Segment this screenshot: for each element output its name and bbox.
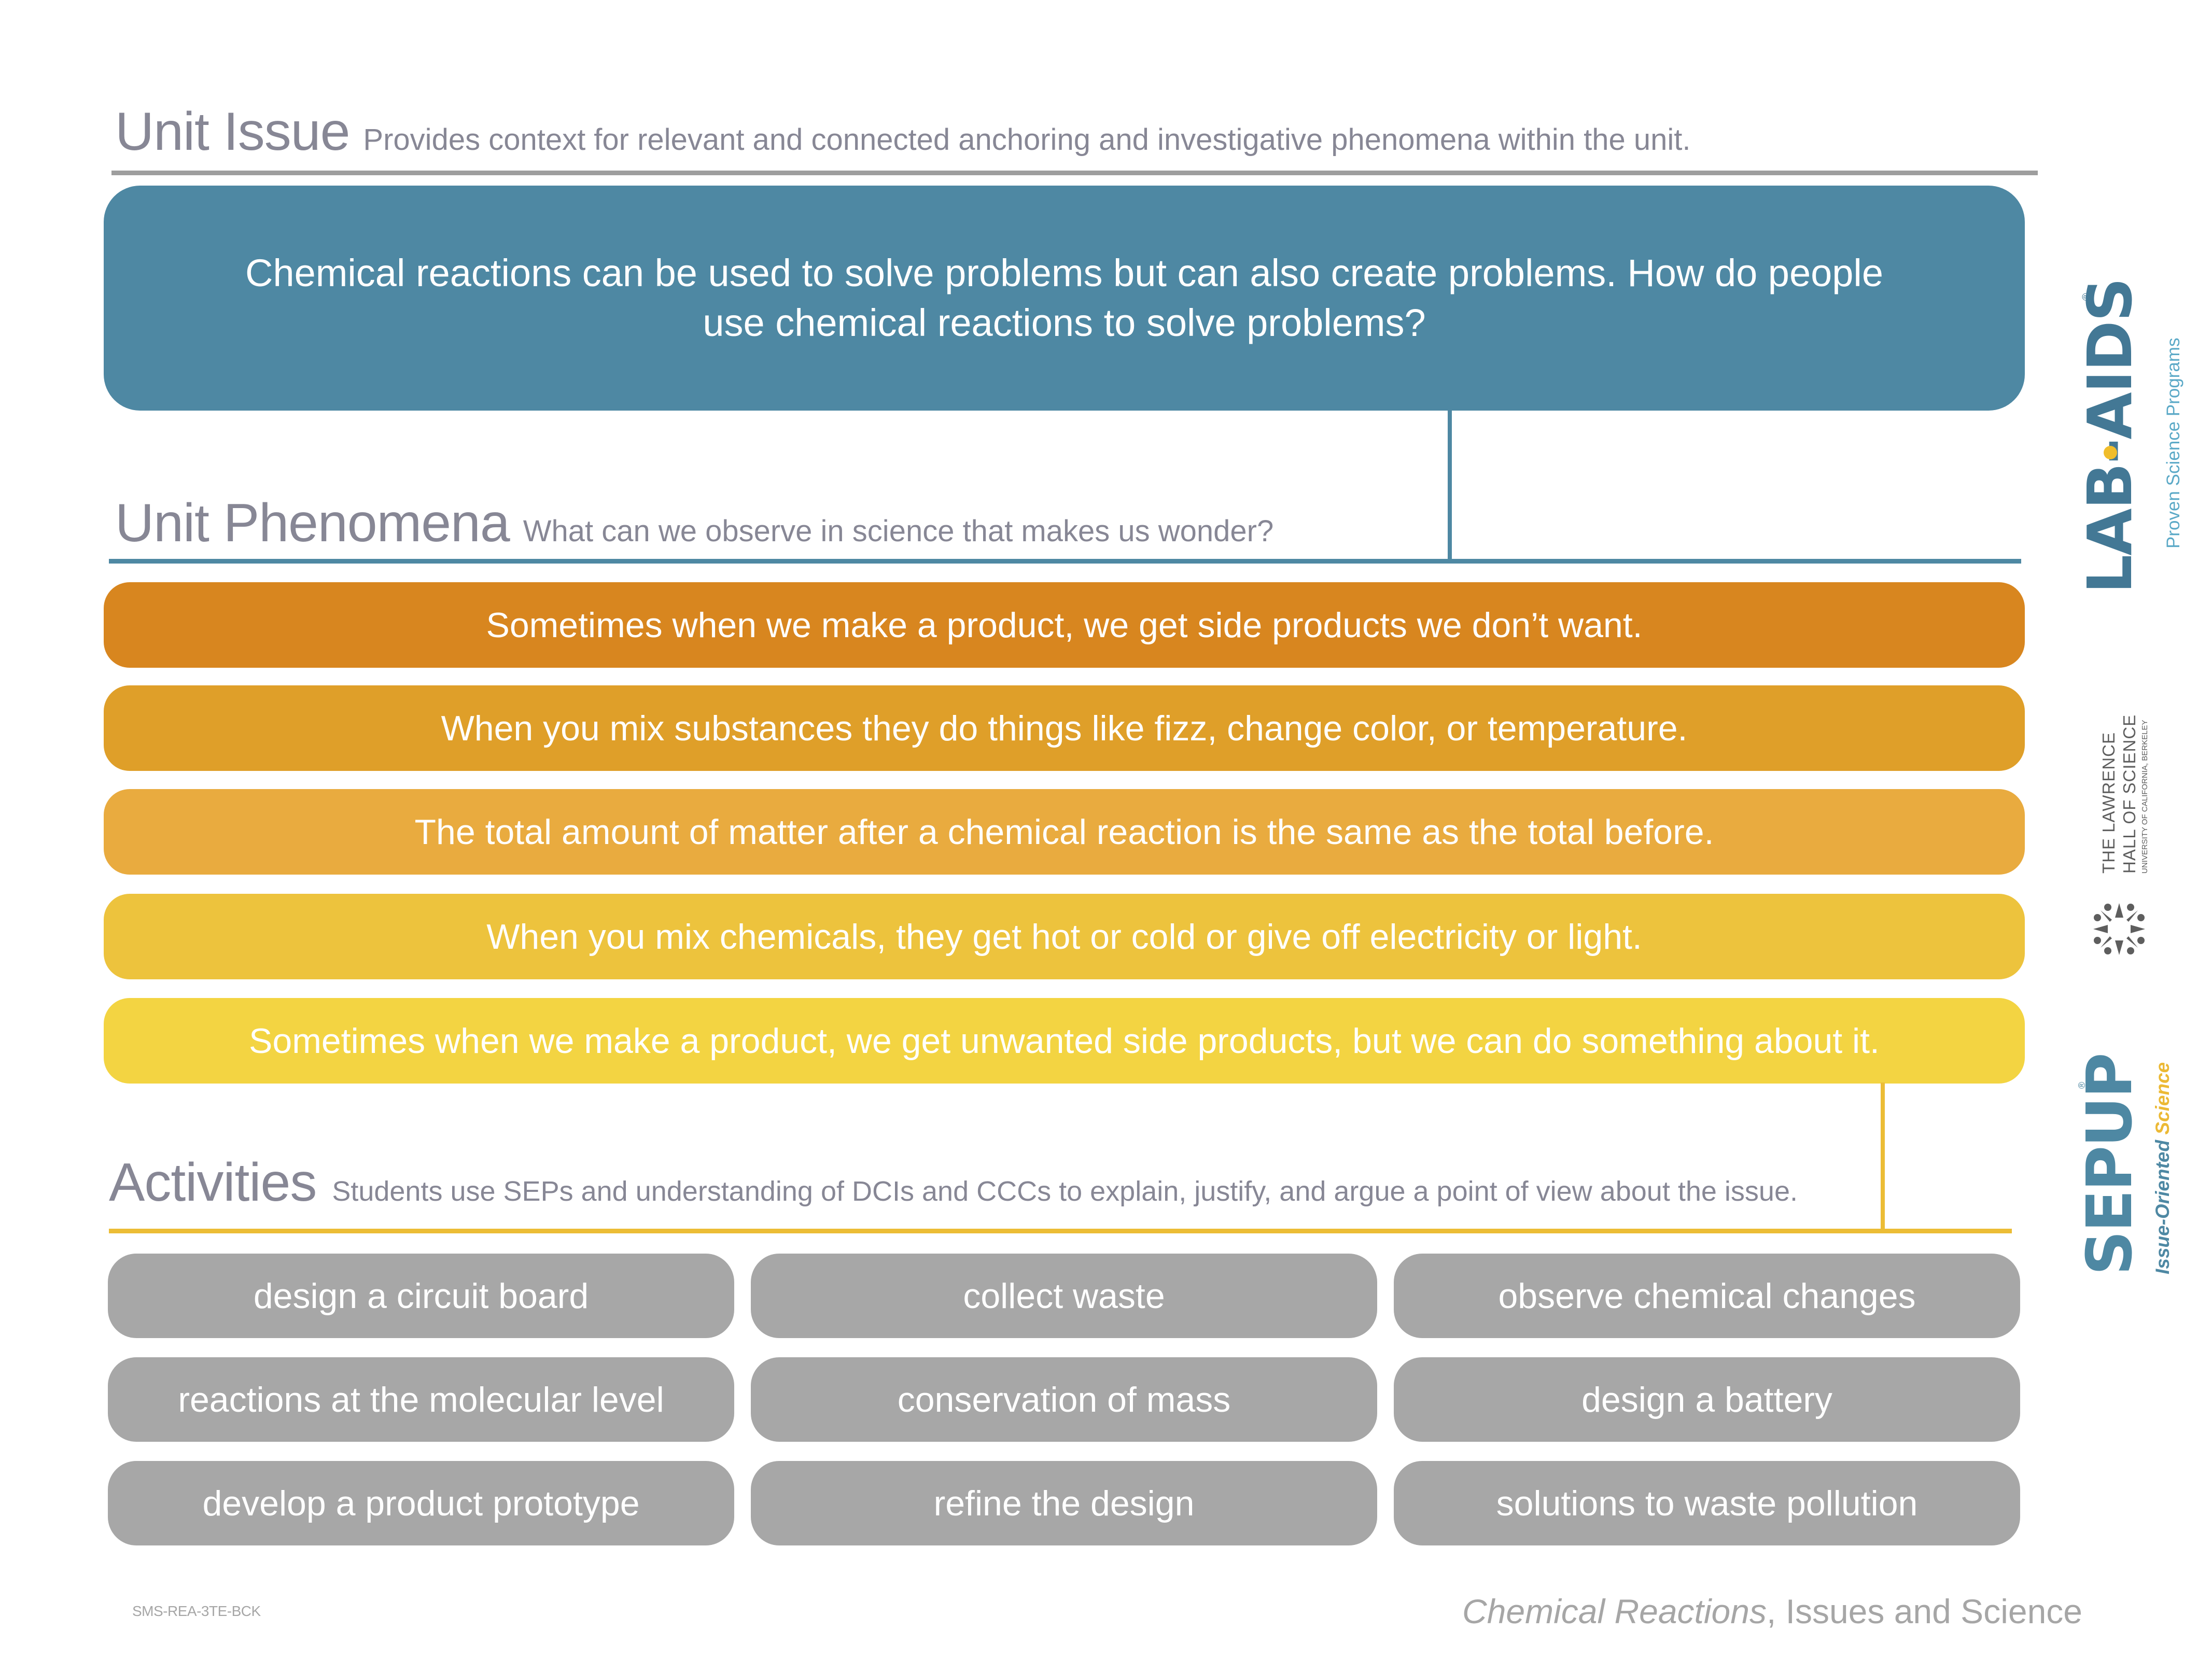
phenomenon-text: When you mix substances they do things l…: [441, 708, 1688, 748]
phenomenon-text: When you mix chemicals, they get hot or …: [486, 917, 1642, 957]
registered-mark: ®: [2081, 293, 2092, 301]
activity-label: design a battery: [1581, 1380, 1832, 1419]
issue-connector-line: [1448, 410, 1452, 563]
phenomenon-item: Sometimes when we make a product, we get…: [104, 998, 2025, 1084]
phenomenon-item: Sometimes when we make a product, we get…: [104, 582, 2025, 668]
unit-title-part2: , Issues and Science: [1766, 1592, 2082, 1630]
sepup-tagline-part1: Issue-Oriented: [2152, 1134, 2173, 1274]
unit-phenomena-divider: [109, 559, 2021, 564]
sepup-logo: SEPUP ® Issue-Oriented Science: [2074, 1054, 2193, 1338]
activities-title: Activities: [109, 1152, 317, 1213]
unit-issue-box: Chemical reactions can be used to solve …: [104, 186, 2025, 411]
activity-label: conservation of mass: [897, 1380, 1231, 1419]
unit-issue-subtitle: Provides context for relevant and connec…: [363, 123, 1691, 157]
sepup-tagline-part2: Science: [2152, 1062, 2173, 1135]
unit-phenomena-heading: Unit Phenomena What can we observe in sci…: [115, 493, 1273, 554]
registered-mark: ®: [2077, 1081, 2087, 1089]
unit-issue-question: Chemical reactions can be used to solve …: [245, 251, 1884, 344]
unit-issue-heading: Unit Issue Provides context for relevant …: [115, 101, 1691, 163]
activity-label: reactions at the molecular level: [178, 1380, 664, 1419]
labaids-dot-icon: [2104, 446, 2117, 459]
activity-item: conservation of mass: [751, 1357, 1377, 1442]
activities-heading: Activities Students use SEPs and understa…: [109, 1152, 1798, 1214]
lawrence-hall-line1: THE LAWRENCE: [2099, 732, 2118, 874]
activity-label: observe chemical changes: [1498, 1276, 1916, 1316]
activity-item: solutions to waste pollution: [1394, 1461, 2020, 1545]
activity-label: refine the design: [933, 1483, 1195, 1523]
activity-item: collect waste: [751, 1254, 1377, 1338]
activity-label: collect waste: [963, 1276, 1165, 1316]
phenomenon-text: Sometimes when we make a product, we get…: [486, 605, 1643, 645]
unit-title-part1: Chemical Reactions: [1462, 1592, 1767, 1630]
phenomenon-text: Sometimes when we make a product, we get…: [249, 1021, 1880, 1061]
unit-phenomena-title: Unit Phenomena: [115, 493, 510, 553]
labaids-wordmark: LAB-AIDS: [2074, 278, 2146, 594]
activities-divider: [109, 1229, 2012, 1233]
activity-item: design a circuit board: [108, 1254, 734, 1338]
unit-phenomena-subtitle: What can we observe in science that make…: [523, 514, 1274, 548]
phenomenon-item: The total amount of matter after a chemi…: [104, 789, 2025, 875]
activity-item: develop a product prototype: [108, 1461, 734, 1545]
activity-item: refine the design: [751, 1461, 1377, 1545]
activity-item: observe chemical changes: [1394, 1254, 2020, 1338]
phenomenon-item: When you mix substances they do things l…: [104, 685, 2025, 771]
phenomenon-item: When you mix chemicals, they get hot or …: [104, 894, 2025, 979]
unit-issue-divider: [111, 171, 2038, 175]
lawrence-hall-logo: THE LAWRENCE HALL OF SCIENCE UNIVERSITY …: [2069, 658, 2193, 969]
sepup-tagline: Issue-Oriented Science: [2152, 1062, 2174, 1274]
lawrence-hall-sunburst-icon: [2093, 903, 2145, 955]
phenomenon-text: The total amount of matter after a chemi…: [414, 812, 1714, 852]
unit-issue-title: Unit Issue: [115, 102, 350, 162]
activity-label: develop a product prototype: [202, 1483, 640, 1523]
activity-label: solutions to waste pollution: [1496, 1483, 1918, 1523]
labaids-tagline: Proven Science Programs: [2163, 338, 2183, 549]
unit-title-footer: Chemical Reactions, Issues and Science: [1462, 1592, 2082, 1631]
activities-subtitle: Students use SEPs and understanding of D…: [332, 1176, 1798, 1207]
activity-item: reactions at the molecular level: [108, 1357, 734, 1442]
phenomena-connector-line: [1881, 1082, 1885, 1233]
lawrence-hall-line3: UNIVERSITY OF CALIFORNIA, BERKELEY: [2140, 720, 2149, 874]
activity-label: design a circuit board: [253, 1276, 589, 1316]
labaids-logo: LAB-AIDS ® Proven Science Programs: [2074, 278, 2193, 612]
activity-item: design a battery: [1394, 1357, 2020, 1442]
lawrence-hall-line2: HALL OF SCIENCE: [2120, 714, 2139, 874]
document-code: SMS-REA-3TE-BCK: [132, 1603, 261, 1619]
